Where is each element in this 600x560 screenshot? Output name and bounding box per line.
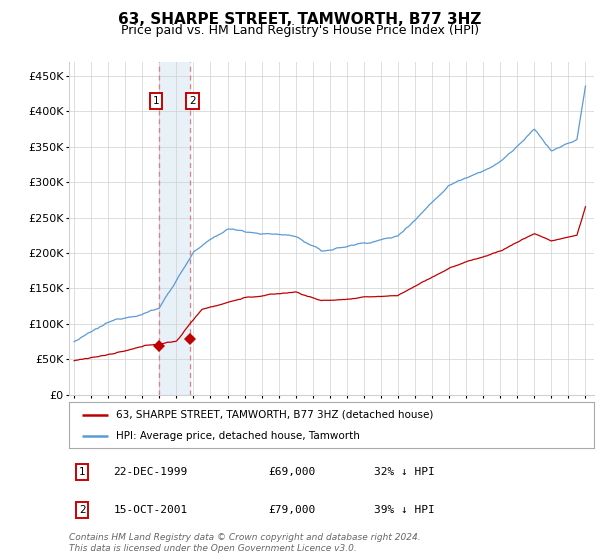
Text: 63, SHARPE STREET, TAMWORTH, B77 3HZ (detached house): 63, SHARPE STREET, TAMWORTH, B77 3HZ (de…	[116, 410, 434, 420]
Text: 32% ↓ HPI: 32% ↓ HPI	[373, 467, 434, 477]
Text: £79,000: £79,000	[269, 505, 316, 515]
Text: 1: 1	[153, 96, 160, 106]
Bar	[158, 62, 190, 395]
Text: 1: 1	[79, 467, 85, 477]
Text: 22-DEC-1999: 22-DEC-1999	[113, 467, 188, 477]
Text: 15-OCT-2001: 15-OCT-2001	[113, 505, 188, 515]
Text: 63, SHARPE STREET, TAMWORTH, B77 3HZ: 63, SHARPE STREET, TAMWORTH, B77 3HZ	[118, 12, 482, 27]
Text: Contains HM Land Registry data © Crown copyright and database right 2024.
This d: Contains HM Land Registry data © Crown c…	[69, 533, 421, 553]
Text: £69,000: £69,000	[269, 467, 316, 477]
Text: 39% ↓ HPI: 39% ↓ HPI	[373, 505, 434, 515]
Text: 2: 2	[79, 505, 85, 515]
Text: HPI: Average price, detached house, Tamworth: HPI: Average price, detached house, Tamw…	[116, 431, 360, 441]
Text: 2: 2	[189, 96, 196, 106]
Text: Price paid vs. HM Land Registry's House Price Index (HPI): Price paid vs. HM Land Registry's House …	[121, 24, 479, 36]
